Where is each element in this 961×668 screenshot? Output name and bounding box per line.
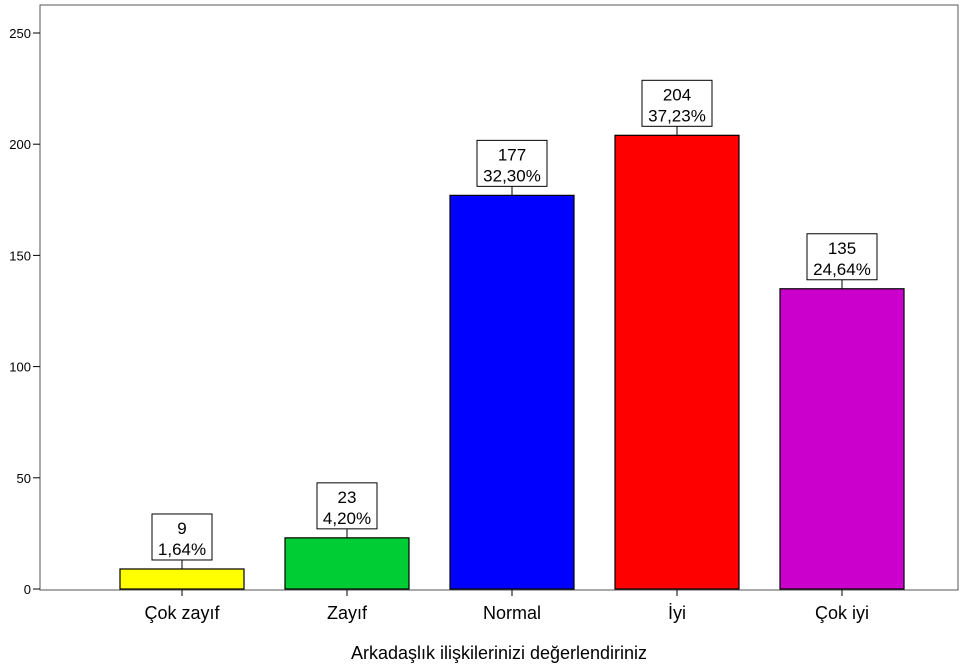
data-label-count: 23 <box>338 488 357 507</box>
bar-2 <box>449 194 575 590</box>
y-tick-label: 50 <box>17 471 31 486</box>
bar-0 <box>119 568 245 590</box>
bar-1 <box>284 537 410 590</box>
x-tick-label: Zayıf <box>327 603 368 623</box>
y-tick-label: 150 <box>9 248 31 263</box>
data-label-percent: 32,30% <box>483 166 541 185</box>
data-label-box <box>151 513 213 561</box>
bar-3 <box>614 134 740 590</box>
data-label-count: 177 <box>498 145 526 164</box>
data-label-box <box>641 79 713 127</box>
data-label-box <box>316 482 378 530</box>
data-label-percent: 4,20% <box>323 509 371 528</box>
x-axis: Çok zayıf Zayıf Normal İyi Çok iyi <box>144 590 869 623</box>
x-tick-label: İyi <box>668 603 686 623</box>
data-label-percent: 24,64% <box>813 260 871 279</box>
data-label-percent: 1,64% <box>158 540 206 559</box>
data-label-count: 135 <box>828 239 856 258</box>
x-tick-label: Çok iyi <box>815 603 869 623</box>
y-axis: 0 50 100 150 200 250 <box>9 26 40 597</box>
bar-4 <box>779 288 905 590</box>
y-tick-label: 100 <box>9 360 31 375</box>
y-tick-label: 200 <box>9 137 31 152</box>
x-tick-label: Normal <box>483 603 541 623</box>
data-label-percent: 37,23% <box>648 106 706 125</box>
data-label-count: 9 <box>177 519 186 538</box>
x-axis-title: Arkadaşlık ilişkilerinizi değerlendirini… <box>351 643 647 663</box>
bars <box>119 134 905 590</box>
data-labels: 9 1,64% 23 4,20% 177 32,30% 204 37,23% 135 24,64% <box>151 79 878 569</box>
data-label-box <box>806 233 878 281</box>
x-tick-label: Çok zayıf <box>144 603 220 623</box>
y-tick-label: 250 <box>9 26 31 41</box>
data-label-box <box>476 139 548 187</box>
y-tick-label: 0 <box>24 582 31 597</box>
data-label-count: 204 <box>663 85 691 104</box>
